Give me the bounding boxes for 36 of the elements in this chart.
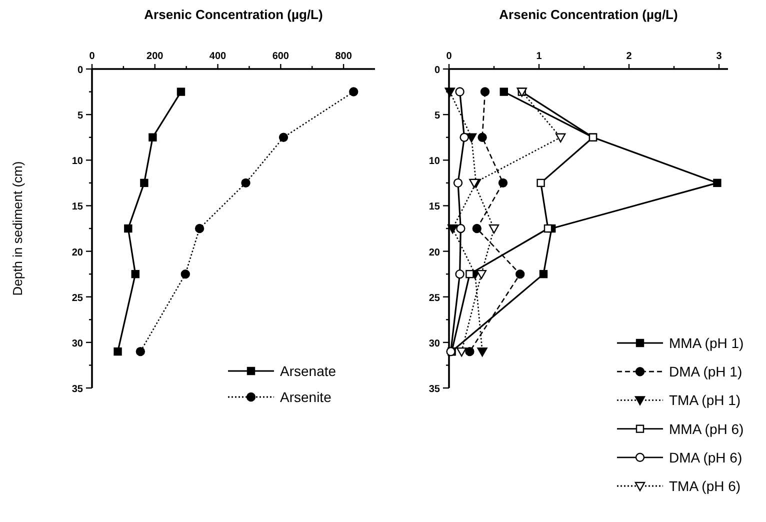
y-tick-label: 20 — [428, 247, 440, 258]
x-tick-label: 200 — [146, 51, 164, 62]
y-tick-label: 35 — [428, 384, 440, 395]
y-tick-label: 5 — [434, 110, 440, 122]
x-tick-label: 1 — [536, 51, 542, 62]
y-tick-label: 0 — [434, 65, 440, 76]
legend-label: TMA (pH 6) — [669, 478, 741, 494]
y-tick-label: 15 — [72, 202, 84, 213]
legend-label: TMA (pH 1) — [669, 392, 741, 408]
y-tick-label: 25 — [428, 292, 440, 304]
x-tick-label: 600 — [272, 51, 290, 62]
x-tick-label: 400 — [209, 51, 227, 62]
chart-title: Arsenic Concentration (µg/L) — [499, 7, 678, 22]
y-tick-label: 15 — [428, 202, 440, 213]
y-tick-label: 10 — [72, 156, 84, 168]
y-tick-label: 0 — [77, 65, 84, 76]
chart-title: Arsenic Concentration (µg/L) — [144, 7, 323, 22]
x-tick-label: 800 — [335, 51, 352, 62]
y-tick-label: 20 — [72, 247, 84, 258]
y-tick-label: 5 — [77, 110, 84, 122]
x-tick-label: 0 — [446, 51, 452, 62]
x-tick-label: 2 — [626, 51, 632, 62]
y-tick-label: 25 — [72, 292, 84, 304]
legend-label: MMA (pH 6) — [669, 420, 744, 437]
legend-label: MMA (pH 1) — [669, 335, 744, 351]
legend-label: DMA (pH 1) — [669, 364, 742, 380]
y-tick-label: 35 — [72, 384, 84, 395]
y-tick-label: 30 — [72, 338, 84, 350]
y-tick-label: 30 — [428, 338, 440, 350]
y-axis-title: Depth in sediment (cm) — [10, 161, 25, 296]
y-tick-label: 10 — [428, 156, 440, 168]
legend-label: Arsenate — [280, 363, 336, 379]
legend-label: Arsenite — [280, 389, 332, 405]
x-tick-label: 3 — [716, 51, 722, 62]
legend-label: DMA (pH 6) — [669, 449, 742, 466]
x-tick-label: 0 — [89, 51, 96, 62]
